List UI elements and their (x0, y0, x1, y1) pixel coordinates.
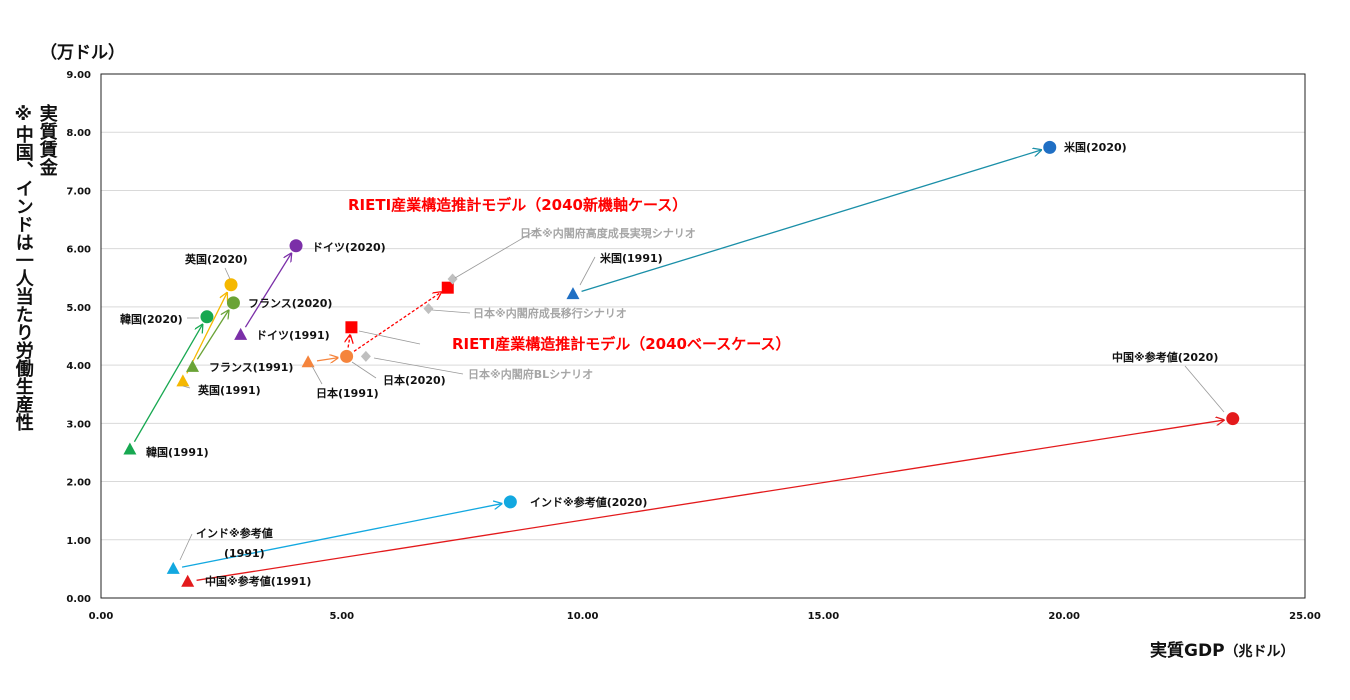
circle-marker (289, 239, 303, 253)
leader-line (454, 227, 541, 279)
data-label: フランス(2020) (248, 297, 332, 310)
data-label: ドイツ(1991) (256, 329, 330, 342)
trend-arrow (196, 420, 1224, 581)
circle-marker (226, 296, 240, 310)
y-tick-label: 3.00 (66, 419, 91, 430)
triangle-marker (166, 561, 180, 574)
x-tick-label: 25.00 (1289, 611, 1321, 622)
y-tick-label: 6.00 (66, 245, 91, 256)
data-label: 韓国(2020) (120, 312, 183, 326)
triangle-marker (234, 327, 248, 340)
diamond-marker (360, 350, 371, 362)
data-label: 米国(2020) (1063, 140, 1127, 154)
leader-line (224, 267, 231, 280)
trend-arrow (196, 310, 228, 360)
data-label: 米国(1991) (599, 251, 663, 265)
x-axis-title: 実質GDP（兆ドル） (1150, 636, 1295, 661)
triangle-marker (123, 442, 137, 455)
plot-area: 0.00 1.00 2.00 3.00 4.00 5.00 6.00 7.00 8.00 9.00… (66, 70, 1321, 622)
leader-line (311, 365, 323, 385)
annotation-rieti-base: RIETI産業構造推計モデル（2040ベースケース） (452, 335, 790, 353)
data-label: 日本※内閣府高度成長実現シナリオ (520, 226, 696, 240)
trend-arrow (133, 325, 202, 443)
triangle-marker (301, 355, 315, 368)
data-label: インド※参考値(2020) (530, 495, 647, 509)
circle-marker (1043, 140, 1057, 154)
x-tick-label: 20.00 (1048, 611, 1080, 622)
y-tick-label: 8.00 (66, 128, 91, 139)
triangle-marker (181, 574, 195, 587)
data-label: 英国(2020) (184, 252, 248, 266)
data-label: 日本※内閣府成長移行シナリオ (473, 306, 627, 320)
leader-line (1184, 365, 1225, 413)
circle-marker (224, 278, 238, 292)
diamond-marker (447, 273, 458, 285)
x-tick-label: 15.00 (808, 611, 840, 622)
y-tick-label: 1.00 (66, 536, 91, 547)
y-tick-label: 4.00 (66, 361, 91, 372)
leader-line (431, 309, 471, 314)
data-label: ドイツ(2020) (312, 241, 386, 254)
x-tick-label: 0.00 (89, 611, 114, 622)
y-tick-label: 5.00 (66, 303, 91, 314)
x-axis-title-main: 実質GDP (1150, 641, 1225, 661)
trend-arrow (353, 292, 441, 352)
data-label: フランス(1991) (209, 361, 293, 374)
x-tick-label: 5.00 (329, 611, 354, 622)
data-label: 中国※参考値(2020) (1112, 350, 1218, 364)
triangle-marker (176, 374, 190, 387)
y-axis-title-line1: 実質賃金 (36, 104, 58, 176)
x-tick-label: 10.00 (567, 611, 599, 622)
leader-line (358, 330, 421, 345)
y-tick-label: 0.00 (66, 594, 91, 605)
trend-arrow (181, 504, 501, 568)
trend-arrow (244, 253, 291, 328)
leader-line (351, 361, 377, 379)
plot-border (100, 73, 1306, 599)
y-tick-label: 9.00 (66, 70, 91, 81)
trend-arrow (348, 335, 350, 348)
y-tick-label: 2.00 (66, 478, 91, 489)
leader-line (179, 533, 193, 561)
data-label: 韓国(1991) (146, 445, 209, 459)
data-label: 日本※内閣府BLシナリオ (468, 367, 593, 381)
trend-arrow (186, 293, 227, 374)
square-marker (345, 321, 358, 334)
diamond-marker (423, 303, 434, 315)
y-unit-label: （万ドル） (40, 43, 125, 63)
circle-marker (340, 349, 354, 363)
data-label: インド※参考値 (196, 526, 273, 540)
triangle-marker (566, 287, 580, 300)
trend-arrow (316, 358, 338, 361)
annotation-rieti-new-axis: RIETI産業構造推計モデル（2040新機軸ケース） (348, 196, 687, 214)
data-label: 日本(2020) (383, 373, 446, 387)
triangle-marker (186, 359, 200, 372)
leader-line (579, 256, 596, 286)
circle-marker (200, 310, 214, 324)
square-marker (441, 281, 454, 294)
y-tick-label: 7.00 (66, 186, 91, 197)
data-label: 中国※参考値(1991) (205, 574, 311, 588)
trend-arrow (581, 150, 1042, 293)
data-label: (1991) (224, 547, 265, 560)
data-label: 英国(1991) (197, 383, 261, 397)
x-axis-title-unit: （兆ドル） (1224, 644, 1295, 660)
leader-line (182, 385, 191, 389)
circle-marker (1226, 412, 1240, 426)
data-label: 日本(1991) (316, 386, 379, 400)
leader-line (373, 357, 464, 375)
y-axis-title-line2: ※中国、インドは一人当たり労働生産性 (12, 104, 34, 431)
circle-marker (503, 495, 517, 509)
